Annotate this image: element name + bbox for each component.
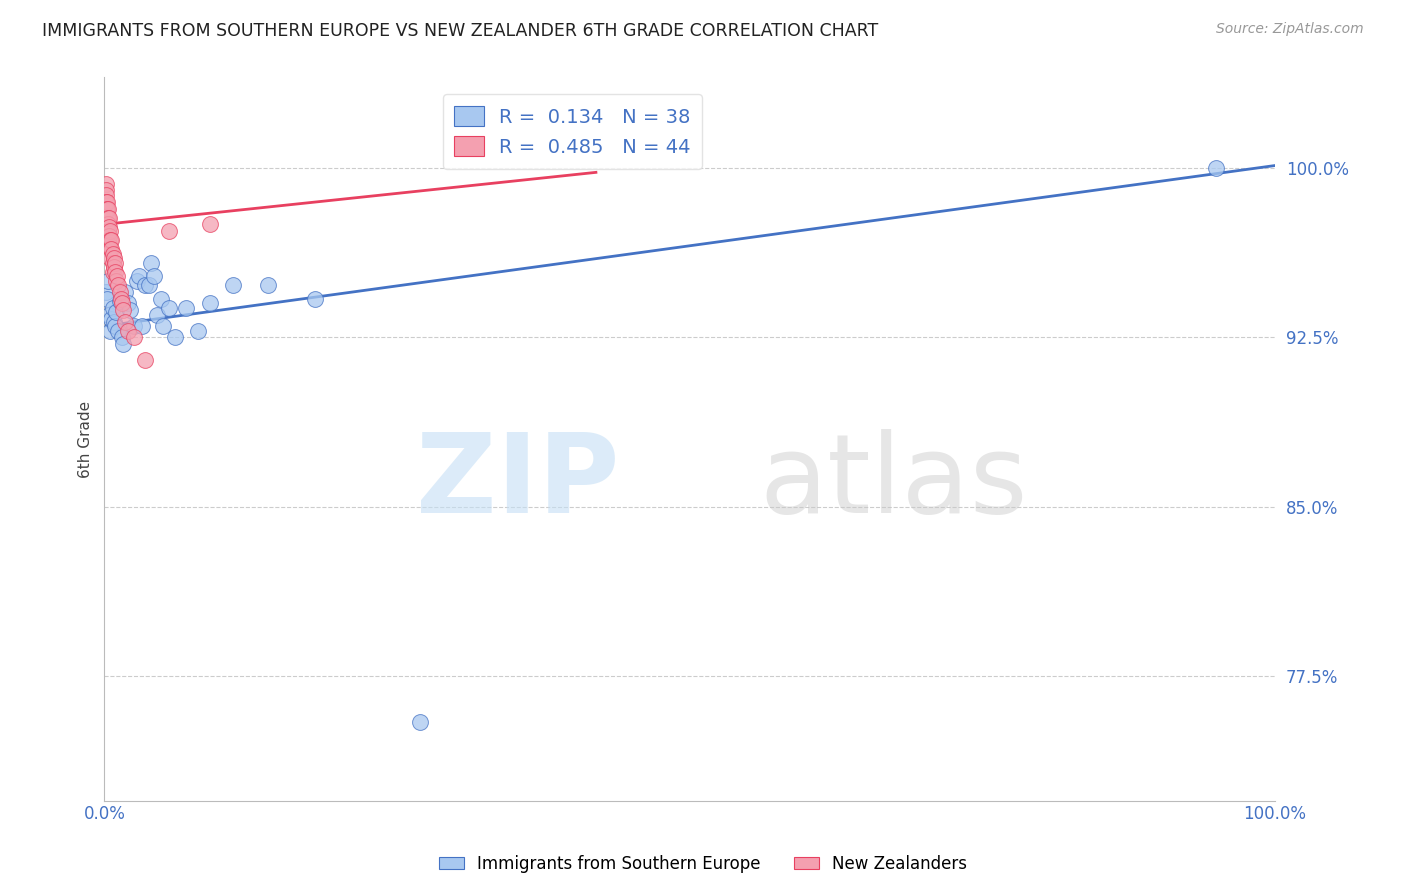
Point [97, 274, 120, 288]
Point [198, 296, 221, 310]
Point [94, 285, 117, 300]
Point [122, 319, 145, 334]
Point [98, 252, 121, 266]
Point [104, 265, 127, 279]
Point [114, 285, 136, 300]
Legend: R =  0.134   N = 38, R =  0.485   N = 44: R = 0.134 N = 38, R = 0.485 N = 44 [443, 95, 702, 169]
Point [98, 324, 121, 338]
Point [110, 292, 132, 306]
Point [98, 211, 121, 225]
Point [101, 256, 124, 270]
Point [94, 202, 117, 216]
Point [94, 177, 117, 191]
Point [97, 233, 120, 247]
Point [98, 224, 121, 238]
Point [112, 303, 135, 318]
Point [98, 242, 121, 256]
Point [98, 219, 121, 234]
Point [122, 330, 145, 344]
Point [1205, 161, 1227, 175]
Point [409, 714, 432, 729]
Point [103, 252, 125, 266]
Point [134, 278, 156, 293]
Point [111, 296, 134, 310]
Point [96, 211, 118, 225]
Point [176, 301, 198, 315]
Point [96, 194, 118, 209]
Point [222, 278, 245, 293]
Point [97, 224, 120, 238]
Point [101, 265, 124, 279]
Point [157, 224, 180, 238]
Point [97, 217, 120, 231]
Point [187, 324, 209, 338]
Text: atlas: atlas [759, 429, 1028, 536]
Point [103, 260, 125, 275]
Text: Source: ZipAtlas.com: Source: ZipAtlas.com [1216, 22, 1364, 37]
Point [152, 319, 174, 334]
Text: ZIP: ZIP [416, 429, 619, 536]
Point [94, 183, 117, 197]
Point [141, 256, 163, 270]
Point [100, 242, 122, 256]
Point [107, 278, 129, 293]
Point [112, 337, 135, 351]
Point [114, 314, 136, 328]
Point [127, 274, 149, 288]
Point [117, 324, 139, 338]
Point [108, 294, 131, 309]
Point [111, 330, 134, 344]
Point [104, 319, 127, 334]
Point [120, 303, 142, 318]
Point [94, 188, 117, 202]
Point [97, 211, 120, 225]
Point [134, 353, 156, 368]
Point [117, 296, 139, 310]
Point [104, 256, 127, 270]
Point [100, 312, 122, 326]
Point [96, 217, 118, 231]
Point [97, 202, 120, 216]
Point [142, 269, 165, 284]
Point [138, 278, 160, 293]
Point [96, 202, 118, 216]
Point [105, 305, 128, 319]
Legend: Immigrants from Southern Europe, New Zealanders: Immigrants from Southern Europe, New Zea… [432, 848, 974, 880]
Point [101, 301, 124, 315]
Point [157, 301, 180, 315]
Text: IMMIGRANTS FROM SOUTHERN EUROPE VS NEW ZEALANDER 6TH GRADE CORRELATION CHART: IMMIGRANTS FROM SOUTHERN EUROPE VS NEW Z… [42, 22, 879, 40]
Point [94, 194, 117, 209]
Point [103, 314, 125, 328]
Point [100, 233, 122, 247]
Point [98, 237, 121, 252]
Point [163, 330, 186, 344]
Point [108, 285, 131, 300]
Point [98, 228, 121, 243]
Point [304, 292, 326, 306]
Point [96, 292, 118, 306]
Point [131, 319, 153, 334]
Point [101, 246, 124, 260]
Point [257, 278, 280, 293]
Point [107, 324, 129, 338]
Point [105, 269, 128, 284]
Point [146, 308, 169, 322]
Point [198, 217, 221, 231]
Point [98, 233, 121, 247]
Y-axis label: 6th Grade: 6th Grade [79, 401, 93, 477]
Point [128, 269, 150, 284]
Point [149, 292, 172, 306]
Point [105, 274, 128, 288]
Point [98, 308, 121, 322]
